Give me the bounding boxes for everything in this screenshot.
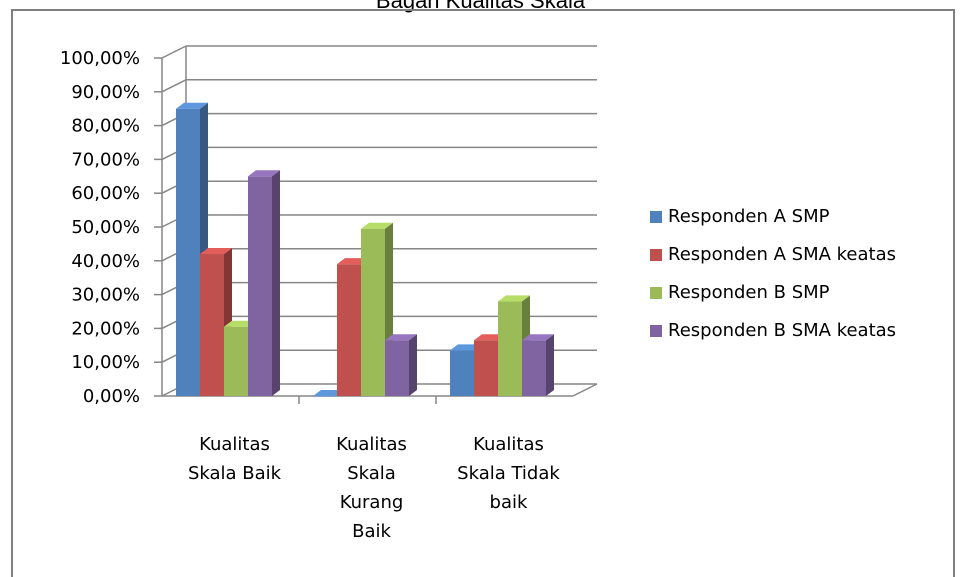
chart-frame [11, 9, 955, 577]
y-tick-label: 20,00% [71, 318, 140, 339]
legend-item: Responden A SMP [650, 206, 830, 227]
legend-item: Responden A SMA keatas [650, 244, 896, 265]
side-wall-gridline [161, 45, 187, 59]
legend-swatch [650, 249, 662, 261]
legend-swatch [650, 211, 662, 223]
axis-line [572, 383, 598, 397]
legend-item: Responden B SMA keatas [650, 320, 896, 341]
category-label: Kualitas Skala Kurang Baik [336, 434, 407, 542]
category-label: Kualitas Skala Tidak baik [457, 434, 560, 513]
legend: Responden A SMP Responden A SMA keatas Res… [650, 206, 896, 341]
legend-label: Responden A SMA keatas [668, 244, 896, 265]
bar [248, 170, 280, 396]
legend-item: Responden B SMP [650, 282, 830, 303]
y-tick-label: 40,00% [71, 251, 140, 272]
bar [385, 334, 417, 396]
y-tick-label: 10,00% [71, 352, 140, 373]
legend-label: Responden B SMA keatas [668, 320, 896, 341]
legend-swatch [650, 287, 662, 299]
category-label: Kualitas Skala Baik [188, 434, 282, 484]
y-tick-labels: 0,00% 10,00% 20,00% 30,00% 40,00% 50,00% 60,00… [60, 48, 140, 407]
side-wall-gridline [161, 79, 187, 93]
bars [176, 102, 554, 397]
y-tick-label: 80,00% [71, 116, 140, 137]
y-tick-label: 50,00% [71, 217, 140, 238]
y-tick-label: 90,00% [71, 82, 140, 103]
bar [498, 295, 530, 396]
y-tick-label: 30,00% [71, 285, 140, 306]
category-labels: Kualitas Skala Baik Kualitas Skala Kurang Bai… [188, 434, 560, 542]
bar [522, 334, 554, 396]
y-tick-label: 0,00% [83, 386, 140, 407]
legend-label: Responden A SMP [668, 206, 830, 227]
y-tick-label: 60,00% [71, 183, 140, 204]
legend-swatch [650, 325, 662, 337]
y-tick-label: 70,00% [71, 149, 140, 170]
y-tick-label: 100,00% [60, 48, 140, 69]
legend-label: Responden B SMP [668, 282, 830, 303]
